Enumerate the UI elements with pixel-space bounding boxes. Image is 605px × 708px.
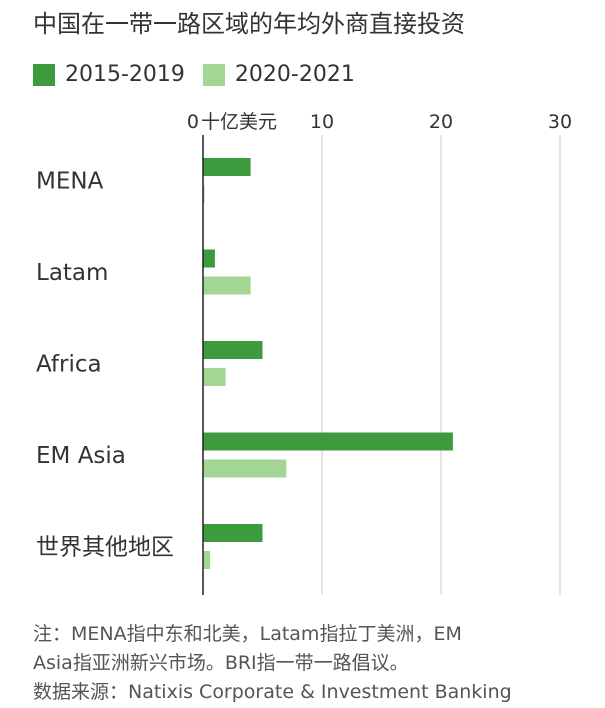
- bar-2-3: [203, 459, 287, 478]
- category-labels: MENA Latam Africa EM Asia 世界其他地区: [36, 169, 174, 561]
- bar-1-2: [203, 341, 263, 359]
- bar-2-2: [203, 368, 226, 386]
- bar-1-3: [203, 432, 453, 451]
- legend: 2015-2019 2020-2021: [33, 62, 355, 87]
- chart-notes: 注：MENA指中东和北美，Latam指拉丁美洲，EM Asia指亚洲新兴市场。B…: [33, 620, 593, 707]
- x-tick-label: 30: [548, 111, 572, 133]
- note-line-2: Asia指亚洲新兴市场。BRI指一带一路倡议。: [33, 652, 409, 674]
- category-label: Africa: [36, 352, 102, 378]
- legend-label-series-2: 2020-2021: [234, 62, 355, 87]
- category-label: MENA: [36, 169, 104, 195]
- bar-2-4: [203, 551, 211, 569]
- bar-1-0: [203, 158, 251, 176]
- legend-swatch-series-2: [202, 63, 225, 86]
- bar-chart: MENA Latam Africa EM Asia 世界其他地区 0 十亿美元 10 20 30: [36, 111, 572, 595]
- legend-item-series-1: 2015-2019: [33, 62, 185, 87]
- legend-swatch-series-1: [33, 63, 55, 86]
- bar-2-1: [203, 276, 251, 295]
- x-unit-label: 十亿美元: [201, 111, 277, 133]
- category-label: EM Asia: [36, 443, 126, 469]
- bar-1-1: [203, 249, 215, 268]
- grid-layer: [321, 135, 561, 595]
- legend-item-series-2: 2020-2021: [202, 62, 355, 87]
- legend-label-series-1: 2015-2019: [65, 62, 185, 87]
- note-line-3: 数据来源：Natixis Corporate & Investment Bank…: [33, 681, 512, 703]
- chart-title: 中国在一带一路区域的年均外商直接投资: [33, 10, 465, 38]
- category-label: Latam: [36, 260, 108, 286]
- bars-layer: [203, 158, 453, 569]
- category-label: 世界其他地区: [36, 535, 174, 561]
- bar-1-4: [203, 524, 263, 542]
- x-tick-label: 10: [310, 111, 334, 133]
- x-tick-labels: 0 十亿美元 10 20 30: [187, 111, 572, 133]
- x-tick-label: 0: [187, 111, 199, 133]
- note-line-1: 注：MENA指中东和北美，Latam指拉丁美洲，EM: [33, 623, 462, 645]
- x-tick-label: 20: [429, 111, 453, 133]
